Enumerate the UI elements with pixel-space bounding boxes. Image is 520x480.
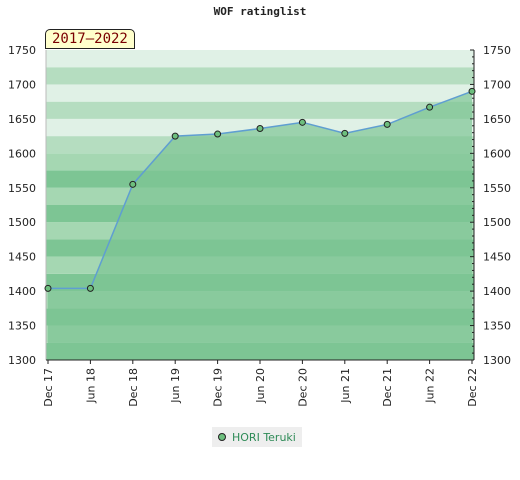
y-tick-label-right: 1400 xyxy=(483,285,511,298)
y-tick-label-right: 1300 xyxy=(483,354,511,367)
data-point xyxy=(298,118,306,126)
data-point xyxy=(129,180,137,188)
y-tick-label-right: 1500 xyxy=(483,216,511,229)
y-tick-label-right: 1600 xyxy=(483,147,511,160)
series-area xyxy=(48,91,472,360)
y-tick-label-right: 1750 xyxy=(483,44,511,57)
chart-title: WOF ratinglist xyxy=(213,5,307,18)
y-tick-label-right: 1700 xyxy=(483,78,511,91)
legend-marker-icon xyxy=(218,433,226,441)
y-tick-label-right: 1450 xyxy=(483,251,511,264)
y-tick-label-right: 1550 xyxy=(483,182,511,195)
y-tick-label-left: 1400 xyxy=(8,285,36,298)
data-point xyxy=(171,132,179,140)
background-band xyxy=(46,84,474,102)
x-tick-label: Dec 20 xyxy=(296,368,309,407)
data-point xyxy=(468,87,476,95)
background-band xyxy=(46,101,474,119)
y-tick-label-left: 1350 xyxy=(8,320,36,333)
legend-label: HORI Teruki xyxy=(232,430,296,444)
background-band xyxy=(46,67,474,85)
data-marks xyxy=(44,87,476,292)
data-point xyxy=(86,284,94,292)
y-tick-label-left: 1550 xyxy=(8,182,36,195)
x-tick-label: Dec 21 xyxy=(381,368,394,407)
y-tick-label-left: 1700 xyxy=(8,78,36,91)
data-point xyxy=(383,120,391,128)
axes xyxy=(45,49,475,364)
period-badge: 2017–2022 xyxy=(45,29,135,49)
x-tick-label: Dec 19 xyxy=(212,368,225,407)
y-tick-label-right: 1650 xyxy=(483,113,511,126)
data-point xyxy=(341,129,349,137)
background-band xyxy=(46,50,474,68)
y-tick-label-left: 1600 xyxy=(8,147,36,160)
x-tick-label: Jun 20 xyxy=(254,368,267,404)
y-tick-label-left: 1500 xyxy=(8,216,36,229)
data-point xyxy=(256,125,264,133)
y-tick-label-right: 1350 xyxy=(483,320,511,333)
x-tick-label: Jun 18 xyxy=(84,368,97,404)
x-tick-label: Jun 21 xyxy=(339,368,352,404)
legend[interactable]: HORI Teruki xyxy=(212,427,302,447)
y-tick-label-left: 1650 xyxy=(8,113,36,126)
x-tick-label: Jun 22 xyxy=(424,368,437,404)
data-point xyxy=(44,284,52,292)
x-tick-label: Dec 18 xyxy=(127,368,140,407)
data-point xyxy=(214,130,222,138)
y-tick-label-left: 1300 xyxy=(8,354,36,367)
x-tick-label: Dec 22 xyxy=(466,368,479,407)
y-tick-label-left: 1750 xyxy=(8,44,36,57)
data-point xyxy=(426,103,434,111)
tick-labels: 1300 1300 1350 1350 1400 1400 1450 1450 1500 1500… xyxy=(8,44,511,407)
x-tick-label: Jun 19 xyxy=(169,368,182,404)
x-tick-label: Dec 17 xyxy=(42,368,55,407)
y-tick-label-left: 1450 xyxy=(8,251,36,264)
